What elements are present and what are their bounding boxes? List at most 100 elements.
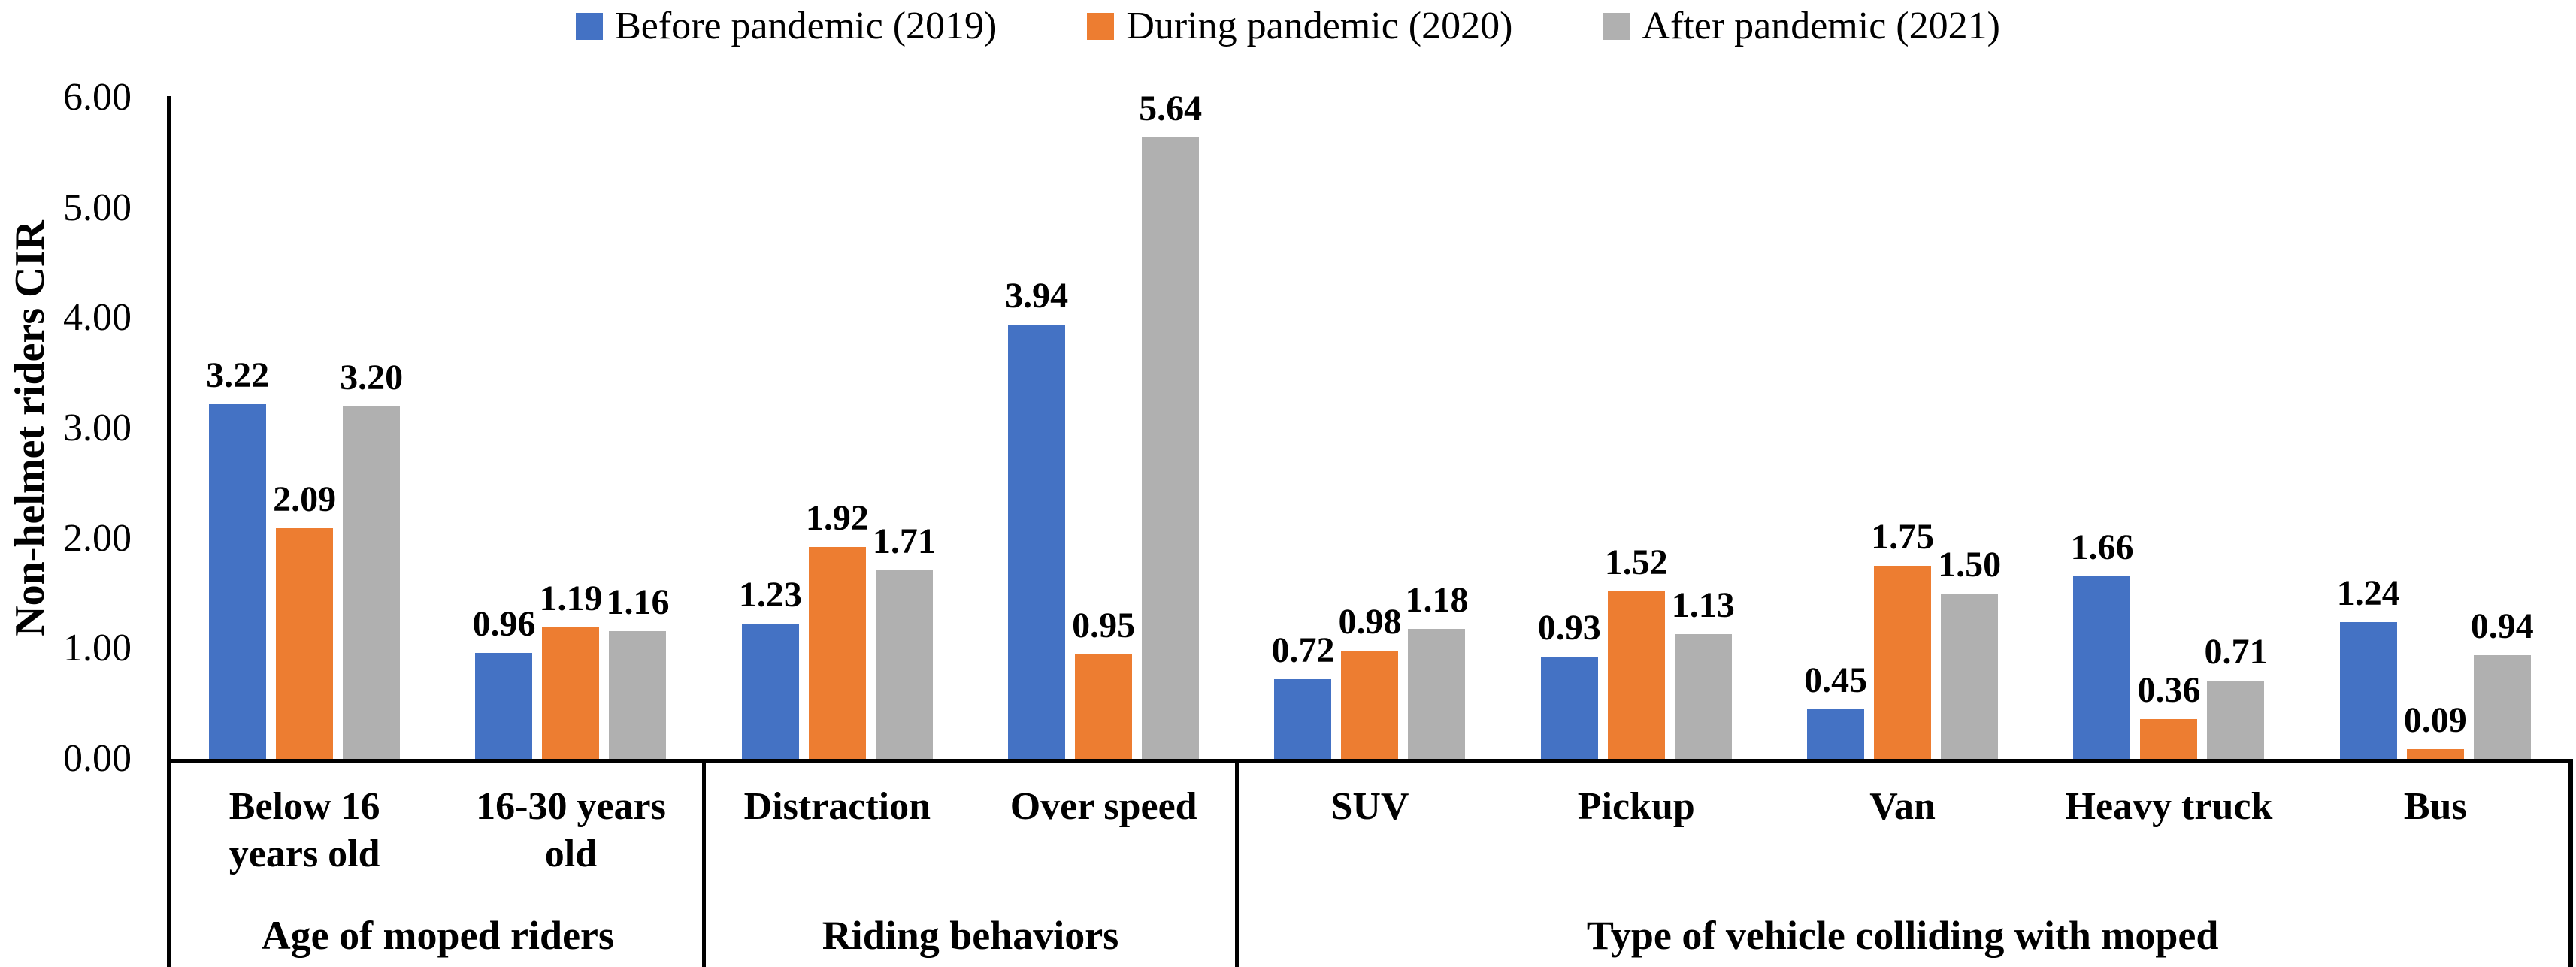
bar: 0.94 (2471, 609, 2534, 759)
category-slot: 3.22 2.09 3.20 (171, 98, 437, 759)
category-label-row: Below 16 years old 16-30 years old Distrac… (171, 783, 2568, 878)
y-axis-tick-label: 5.00 (63, 186, 132, 229)
bar-value-label: 0.94 (2470, 606, 2534, 647)
bar: 1.71 (873, 524, 936, 759)
bar: 0.36 (2137, 672, 2200, 759)
x-axis-line (167, 759, 2573, 763)
bar-value-label: 1.66 (2070, 527, 2134, 567)
category-slot: 0.93 1.52 1.13 (1503, 98, 1769, 759)
bar-value-label: 2.09 (273, 479, 337, 520)
bar: 1.92 (806, 500, 869, 759)
category-slot: 0.96 1.19 1.16 (437, 98, 704, 759)
category-group-row: Age of moped riders Riding behaviors Type … (171, 911, 2568, 963)
bar: 0.71 (2204, 633, 2267, 759)
bar: 3.94 (1005, 278, 1068, 759)
bar: 0.98 (1338, 604, 1401, 759)
bar-value-label: 5.64 (1139, 88, 1203, 128)
bar: 1.75 (1871, 519, 1934, 759)
bar: 1.16 (606, 584, 669, 759)
bar-value-label: 0.71 (2204, 631, 2268, 672)
y-axis-tick-label: 6.00 (63, 76, 132, 119)
bar: 1.23 (739, 576, 802, 759)
y-axis-line (167, 96, 171, 967)
category-group-label: Age of moped riders (261, 913, 615, 958)
category-group-divider (1234, 763, 1239, 967)
bar: 1.13 (1672, 588, 1735, 759)
bar: 5.64 (1139, 90, 1202, 759)
bar-value-label: 1.71 (872, 521, 936, 562)
bar: 1.50 (1938, 547, 2001, 759)
bar: 1.52 (1605, 545, 1668, 759)
legend-swatch-icon (1603, 13, 1630, 40)
bar-value-label: 0.45 (1804, 660, 1868, 700)
bar: 1.18 (1405, 582, 1468, 759)
category-group-label: Type of vehicle colliding with moped (1586, 913, 2219, 958)
bar: 0.09 (2404, 702, 2467, 759)
legend-label: During pandemic (2020) (1126, 5, 1513, 47)
bar-value-label: 3.20 (340, 357, 404, 397)
bar-value-label: 1.50 (1938, 545, 2002, 585)
chart-legend: Before pandemic (2019) During pandemic (2… (0, 3, 2576, 50)
category-group-divider (702, 763, 707, 967)
category-label: Heavy truck (2065, 785, 2273, 828)
axis-right-border (2568, 759, 2573, 967)
category-slot: 0.45 1.75 1.50 (1769, 98, 2036, 759)
bar: 0.93 (1538, 609, 1601, 759)
legend-item: Before pandemic (2019) (576, 7, 997, 46)
bar: 3.20 (340, 359, 403, 759)
category-label: Bus (2403, 785, 2467, 828)
bar-value-label: 0.09 (2403, 700, 2467, 740)
bar-value-label: 1.23 (738, 574, 802, 615)
legend-label: After pandemic (2021) (1642, 5, 2000, 47)
legend-swatch-icon (1087, 13, 1115, 40)
y-axis-tick-label: 1.00 (63, 627, 132, 670)
y-axis-tick-labels: 0.00 1.00 2.00 3.00 4.00 5.00 6.00 (38, 0, 132, 967)
bar-value-label: 0.72 (1271, 630, 1335, 671)
bar-value-label: 1.52 (1604, 542, 1668, 583)
category-label: SUV (1330, 785, 1409, 828)
bar: 3.22 (206, 357, 269, 759)
bar-value-label: 1.92 (805, 498, 869, 539)
bar-value-label: 1.19 (539, 579, 603, 619)
category-slot: 1.66 0.36 0.71 (2036, 98, 2302, 759)
category-group-label: Riding behaviors (822, 913, 1119, 958)
bar-value-label: 0.96 (472, 604, 536, 645)
bar-value-label: 1.16 (606, 582, 670, 622)
bar: 0.45 (1804, 663, 1867, 759)
legend-item: After pandemic (2021) (1603, 5, 2000, 47)
legend-swatch-icon (576, 13, 604, 40)
y-axis-tick-label: 3.00 (63, 406, 132, 449)
category-slot: 1.24 0.09 0.94 (2302, 98, 2568, 759)
y-axis-tick-label: 4.00 (63, 296, 132, 340)
category-slot: 1.23 1.92 1.71 (704, 98, 970, 759)
y-axis-tick-label: 2.00 (63, 516, 132, 560)
bar-value-label: 0.36 (2137, 670, 2201, 711)
bar-value-label: 0.98 (1338, 602, 1402, 642)
category-slot: 0.72 0.98 1.18 (1237, 98, 1503, 759)
bar-value-label: 1.75 (1871, 517, 1935, 558)
bar-value-label: 0.95 (1072, 605, 1136, 645)
bar-value-label: 3.94 (1005, 276, 1069, 316)
bar: 1.19 (539, 581, 602, 759)
category-label: 16-30 years old (476, 785, 666, 876)
bar: 0.72 (1271, 633, 1334, 759)
bar-value-label: 1.24 (2336, 573, 2400, 614)
category-label: Over speed (1010, 785, 1197, 828)
category-label: Below 16 years old (229, 785, 380, 876)
bar: 2.09 (273, 482, 336, 759)
legend-label: Before pandemic (2019) (615, 5, 997, 47)
bar: 1.24 (2337, 576, 2400, 759)
bar-value-label: 0.93 (1537, 607, 1601, 648)
category-label: Van (1869, 785, 1936, 828)
category-label: Distraction (743, 785, 931, 828)
bar: 1.66 (2070, 529, 2133, 759)
bar-value-label: 3.22 (206, 355, 270, 395)
bar: 0.95 (1072, 607, 1135, 759)
plot-area: 3.22 2.09 3.20 0.96 1.19 1.16 1.23 1.92 1.71 3.94… (171, 90, 2568, 759)
bar: 0.96 (472, 606, 535, 759)
category-slot: 3.94 0.95 5.64 (970, 90, 1237, 759)
y-axis-tick-label: 0.00 (63, 737, 132, 780)
bar-value-label: 1.18 (1405, 579, 1469, 620)
legend-item: During pandemic (2020) (1087, 7, 1512, 46)
